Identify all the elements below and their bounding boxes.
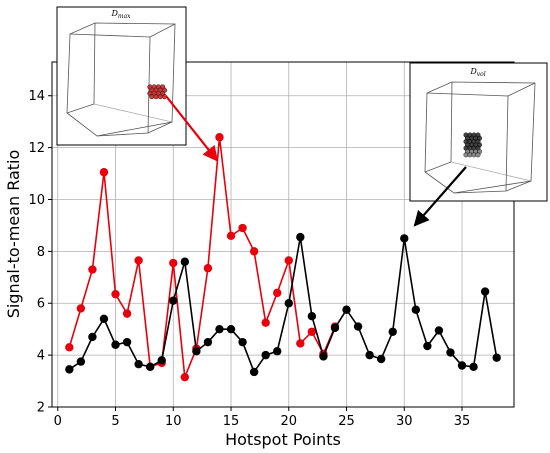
series-0-point <box>122 309 132 318</box>
series-0-point <box>226 231 236 240</box>
series-0-point <box>284 256 293 265</box>
inset-dmax-cube <box>66 22 176 137</box>
y-tick-label: 14 <box>28 89 45 104</box>
series-1-point <box>99 314 109 324</box>
series-1-point <box>319 352 328 361</box>
series-1-point <box>76 357 86 366</box>
series-1-point <box>284 299 293 308</box>
inset-dmax: Dmax <box>56 6 187 146</box>
plot-frame <box>51 61 515 408</box>
y-tick-label: 10 <box>28 193 45 208</box>
series-layer <box>65 133 501 382</box>
series-0-line <box>68 137 336 378</box>
inset-dmax-title: Dmax <box>110 9 131 20</box>
series-1-point <box>457 361 467 370</box>
series-1-point <box>122 337 132 347</box>
series-1-point <box>192 347 201 356</box>
series-1-point <box>238 337 247 347</box>
series-1-point <box>434 326 444 335</box>
ticks: 0 5 10 15 20 25 30 35 2 4 6 8 10 12 14 <box>28 89 470 429</box>
series-1-point <box>376 354 386 364</box>
series-0-point <box>169 258 178 268</box>
series-1-point <box>330 323 340 333</box>
series-1-point <box>249 367 259 377</box>
series-1-point <box>203 337 213 347</box>
series-1-point <box>215 324 224 334</box>
series-0-point <box>99 168 109 177</box>
series-0-point <box>238 223 247 233</box>
series-0-point <box>76 304 86 313</box>
series-1-point <box>180 257 190 266</box>
series-1-point <box>446 348 455 357</box>
y-tick-label: 12 <box>28 141 45 156</box>
inset-dvol-cube <box>424 81 536 194</box>
x-tick-label: 35 <box>454 414 471 429</box>
inset-dmax-arrow <box>165 95 219 162</box>
series-1-point <box>145 362 155 371</box>
series-0-point <box>261 318 270 327</box>
series-0-point <box>273 288 282 298</box>
series-0-point <box>215 133 224 142</box>
series-1-point <box>226 324 236 334</box>
y-tick-label: 8 <box>37 245 45 260</box>
series-0-point <box>65 343 74 352</box>
y-tick-label: 4 <box>37 349 45 364</box>
arrows <box>165 95 467 227</box>
series-1-point <box>365 350 374 360</box>
x-tick-label: 25 <box>338 414 355 429</box>
series-0-point <box>307 327 317 336</box>
series-0-point <box>111 289 120 299</box>
x-tick-label: 30 <box>396 414 413 429</box>
series-1-point <box>353 322 363 331</box>
series-1-point <box>111 340 120 349</box>
x-tick-label: 20 <box>281 414 298 429</box>
x-axis-title: Hotspot Points <box>225 430 341 449</box>
x-tick-label: 15 <box>223 414 240 429</box>
series-1-point <box>342 305 351 314</box>
series-1-point <box>157 356 166 365</box>
y-axis-title: Signal-to-mean Ratio <box>4 150 23 319</box>
series-0-point <box>249 247 259 256</box>
series-1-point <box>169 296 178 305</box>
y-tick-label: 2 <box>37 401 45 416</box>
series-1-point <box>400 234 409 243</box>
series-1-point <box>411 305 421 314</box>
series-1 <box>65 232 501 377</box>
series-1-point <box>423 341 432 351</box>
series-1-point <box>134 359 143 369</box>
inset-dmax-points <box>147 84 168 100</box>
y-tick-label: 6 <box>37 297 45 312</box>
series-1-point <box>307 312 317 321</box>
series-1-point <box>492 353 501 362</box>
series-1-point <box>261 350 270 360</box>
inset-dvol: Dvol <box>409 62 548 202</box>
series-1-point <box>480 287 490 296</box>
series-1-point <box>65 365 74 374</box>
series-1-point <box>388 327 397 336</box>
series-0-point <box>296 339 305 348</box>
x-tick-label: 0 <box>54 414 62 429</box>
series-1-point <box>296 232 305 242</box>
series-1-point <box>273 347 282 356</box>
x-tick-label: 10 <box>165 414 182 429</box>
series-0-point <box>203 264 213 273</box>
series-1-point <box>88 332 97 342</box>
inset-dvol-points <box>463 132 483 158</box>
inset-dvol-point <box>475 152 481 158</box>
x-tick-label: 5 <box>111 414 119 429</box>
series-0-point <box>180 372 190 382</box>
series-0-point <box>88 265 97 274</box>
inset-dvol-arrow <box>413 166 467 227</box>
series-1-point <box>469 362 478 371</box>
inset-dvol-title: Dvol <box>469 67 485 78</box>
series-0-point <box>134 256 143 265</box>
